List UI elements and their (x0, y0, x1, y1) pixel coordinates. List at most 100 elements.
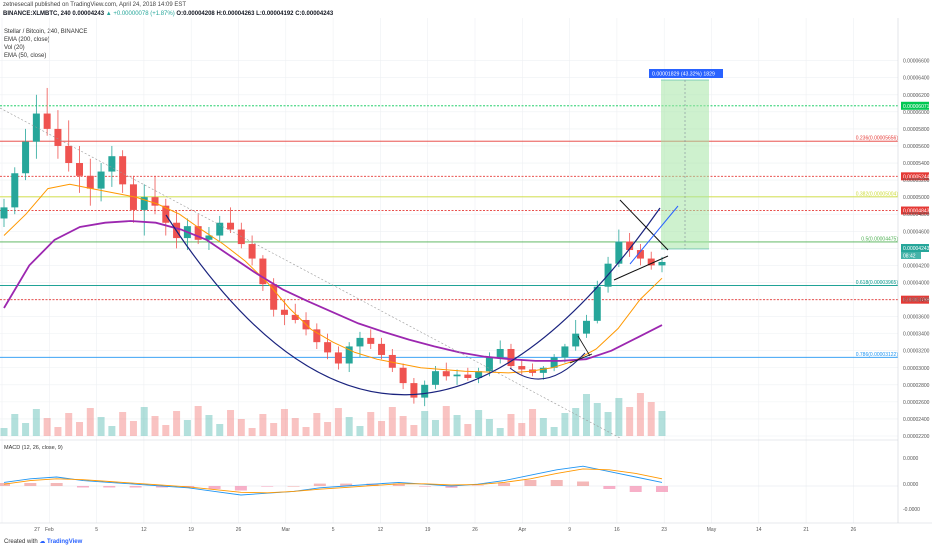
volume-bar (561, 413, 569, 436)
y-tick-label: 0.00002400 (903, 417, 930, 423)
candle-body (11, 173, 19, 208)
downtrend-dotted (0, 107, 621, 439)
x-tick-label: 14 (756, 527, 762, 533)
macd-histogram-bar (234, 486, 247, 491)
macd-histogram-bar (629, 486, 642, 492)
macd-histogram-bar (261, 486, 274, 487)
macd-line (3, 465, 663, 496)
volume-bar (367, 412, 375, 436)
level-tag-text-target: 0.00006071 (903, 104, 930, 110)
candle-body (324, 342, 332, 353)
volume-bars (0, 393, 666, 436)
volume-bar (378, 421, 386, 436)
volume-bar (507, 414, 515, 436)
price-chart[interactable]: 0.00006071 0.236(0.00005656) 0.00005244 0.3… (0, 18, 932, 538)
price-tag-time: 08:42 (903, 254, 916, 260)
candle-body (464, 374, 472, 378)
volume-bar (108, 426, 116, 436)
macd-histogram-bar (656, 486, 668, 492)
macd-histogram-bar (419, 486, 432, 487)
y-tick-label: 0.00006600 (903, 59, 930, 65)
y-tick-label: 0.00002200 (903, 434, 930, 440)
candle-body (518, 366, 526, 370)
volume-bar (399, 416, 407, 436)
volume-bar (604, 412, 612, 436)
volume-bar (550, 427, 558, 436)
macd-histogram-bar (471, 485, 484, 486)
volume-bar (410, 425, 418, 436)
ema200-line (3, 220, 663, 362)
macd-label: MACD (12, 26, close, 9) (4, 445, 63, 451)
indicator-legend: Stellar / Bitcoin, 240, BINANCE EMA (200… (4, 28, 87, 60)
trendline-upper (619, 199, 669, 251)
y-tick-label: 0.00004200 (903, 263, 930, 269)
x-tick-label: 19 (425, 527, 431, 533)
footer-created: Created with (4, 539, 38, 545)
candle-body (367, 337, 375, 344)
volume-bar (529, 409, 537, 436)
candle-body (485, 357, 493, 372)
legend-title: Stellar / Bitcoin, 240, BINANCE (4, 29, 88, 35)
volume-bar (43, 418, 51, 436)
price-tag-value: 0.00004243 (903, 246, 930, 252)
macd-histogram-bar (155, 486, 168, 488)
candle-body (97, 171, 105, 189)
grid (0, 18, 898, 523)
volume-bar (626, 407, 634, 436)
volume-bar (76, 422, 84, 436)
macd-tick-label: 0.0000 (903, 482, 919, 488)
volume-bar (334, 408, 342, 436)
fib-label-fib_0382: 0.382(0.00005004) (856, 191, 899, 197)
candle-body (54, 128, 62, 146)
candle-body (658, 261, 666, 266)
y-tick-label: 0.00002800 (903, 383, 930, 389)
y-tick-label: 0.00003200 (903, 349, 930, 355)
volume-bar (22, 423, 30, 436)
position-label-text: 0.00001829 (43.32%) 1829 (652, 72, 715, 78)
volume-bar (453, 415, 461, 436)
x-tick-label: 26 (472, 527, 478, 533)
candle-body (227, 222, 235, 230)
x-tick-label: 19 (188, 527, 194, 533)
close: C:0.00004243 (295, 11, 334, 17)
volume-bar (291, 418, 299, 436)
y-tick-label: 0.00006400 (903, 76, 930, 82)
price-tag: 0.00004243 08:42 (901, 244, 930, 260)
candle-body (561, 346, 569, 358)
ema-lines (3, 183, 663, 374)
y-tick-label: 0.00003000 (903, 366, 930, 372)
y-tick-label: 0.00006000 (903, 110, 930, 116)
candle-body (76, 163, 84, 176)
symbol-ohlc-line: BINANCE:XLMBTC, 240 0.00004243 ▲ +0.0000… (3, 10, 333, 18)
volume-bar (97, 417, 105, 436)
volume-bar (65, 413, 73, 436)
level-tag-text-res_red_2: 0.00004843 (903, 209, 930, 215)
tradingview-logo-icon: ☁ (39, 539, 46, 545)
macd-histogram-bar (129, 486, 142, 488)
candle-body (216, 222, 224, 236)
trendline-breakout (629, 205, 679, 265)
candle-body (151, 197, 159, 206)
candle-body (270, 284, 278, 310)
candle-body (119, 156, 127, 185)
volume-bar (431, 420, 439, 436)
candle-body (140, 197, 148, 210)
x-axis: 27 Feb 5 12 19 26 Mar 5 12 19 26 Apr 9 16 23 May 14 21 26 (0, 522, 932, 533)
candle-body (582, 320, 590, 334)
volume-bar (280, 409, 288, 436)
candle-body (475, 371, 483, 378)
macd-histogram-bar (208, 486, 221, 489)
legend-ema50: EMA (50, close) (4, 53, 47, 59)
volume-bar (421, 411, 429, 436)
volume-bar (313, 413, 321, 436)
volume-bar (259, 414, 267, 436)
candle-body (291, 314, 299, 320)
volume-bar (151, 416, 159, 436)
candle-body (442, 371, 450, 377)
x-tick-label: 5 (95, 527, 98, 533)
x-tick-label: Apr (518, 527, 526, 533)
candle-body (65, 145, 73, 164)
macd-histogram-bar (603, 486, 616, 489)
x-tick-label: 9 (568, 527, 571, 533)
macd-histogram-bar (103, 486, 116, 488)
